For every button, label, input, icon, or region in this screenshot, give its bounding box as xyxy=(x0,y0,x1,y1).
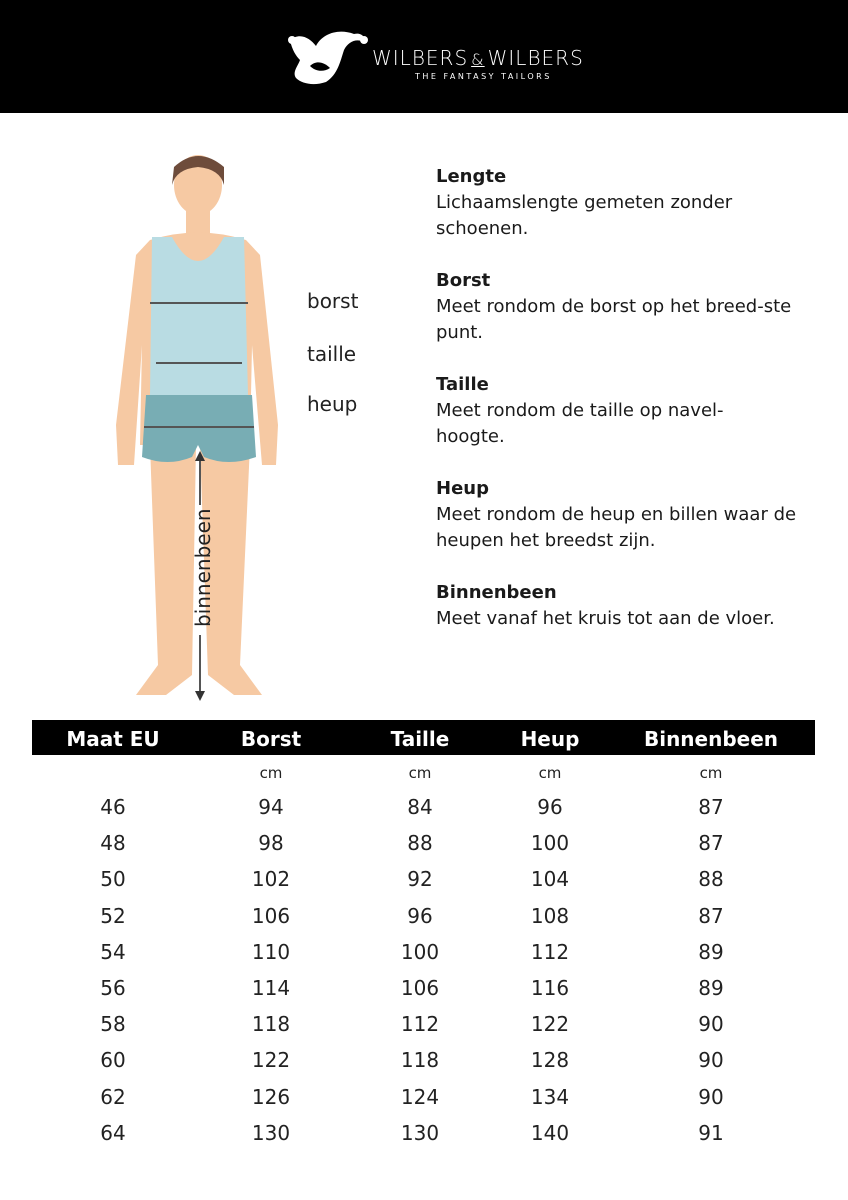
table-cell: 52 xyxy=(100,903,126,928)
brand-left: WILBERS xyxy=(372,46,469,70)
desc-text: Meet rondom de heup en billen waar de he… xyxy=(436,504,797,551)
table-cell: 140 xyxy=(530,1120,570,1145)
table-cell: 122 xyxy=(251,1048,291,1073)
table-cell: 48 xyxy=(100,831,126,856)
desc-text: Meet rondom de borst op het breed-ste pu… xyxy=(436,296,792,343)
table-cell: 58 xyxy=(100,1012,126,1037)
table-cell: 106 xyxy=(400,976,440,1000)
table-cell: 62 xyxy=(100,1084,126,1109)
table-cell: 87 xyxy=(698,831,724,856)
table-cell: 102 xyxy=(251,867,291,892)
table-cell: 118 xyxy=(400,1048,440,1073)
table-cell: 114 xyxy=(251,976,291,1000)
table-cell: 116 xyxy=(530,976,570,1000)
desc-lengte: Lengte Lichaamslengte gemeten zonder scho… xyxy=(436,164,826,242)
table-cell: 100 xyxy=(530,831,570,856)
table-cell: 96 xyxy=(537,795,563,819)
brand-tagline: THE FANTASY TAILORS xyxy=(415,72,552,81)
brand-name: WILBERS & WILBERS xyxy=(372,46,584,70)
table-cell: 50 xyxy=(100,867,126,892)
desc-heup: Heup Meet rondom de heup en billen waar d… xyxy=(436,476,826,554)
table-cell: 90 xyxy=(698,1048,724,1073)
table-cell: 126 xyxy=(251,1084,291,1109)
table-cell: 91 xyxy=(698,1120,724,1145)
desc-text: Meet vanaf het kruis tot aan de vloer. xyxy=(436,608,775,629)
table-cell: 128 xyxy=(530,1048,570,1073)
table-cell: 112 xyxy=(400,1012,440,1037)
table-cell: 89 xyxy=(698,939,724,964)
table-cell: 87 xyxy=(698,903,724,928)
table-cell: 106 xyxy=(251,903,291,928)
unit-label: cm xyxy=(699,764,723,782)
desc-text: Meet rondom de taille op navel-hoogte. xyxy=(436,400,724,447)
table-cell: 118 xyxy=(251,1012,291,1037)
desc-title: Borst xyxy=(436,270,491,291)
unit-label: cm xyxy=(408,764,432,782)
desc-binnenbeen: Binnenbeen Meet vanaf het kruis tot aan d… xyxy=(436,580,826,632)
table-cell: 96 xyxy=(407,903,433,928)
table-cell: 90 xyxy=(698,1084,724,1109)
body-measurement-figure xyxy=(116,155,278,701)
label-taille: taille xyxy=(307,342,357,366)
label-borst: borst xyxy=(307,289,359,313)
column-header: Borst xyxy=(240,727,302,751)
table-cell: 54 xyxy=(100,939,126,964)
table-cell: 88 xyxy=(407,831,433,856)
table-cell: 110 xyxy=(251,939,291,964)
table-cell: 130 xyxy=(400,1120,440,1145)
table-cell: 46 xyxy=(100,795,126,819)
table-cell: 92 xyxy=(407,867,433,892)
table-cell: 90 xyxy=(698,1012,724,1037)
brand-right: WILBERS xyxy=(487,46,584,70)
table-cell: 130 xyxy=(251,1120,291,1145)
label-binnenbeen: binnenbeen xyxy=(191,508,215,627)
table-cell: 108 xyxy=(530,903,570,928)
table-cell: 64 xyxy=(100,1120,126,1145)
label-heup: heup xyxy=(307,392,358,416)
brand-amp: & xyxy=(471,50,485,69)
table-cell: 94 xyxy=(258,795,284,819)
table-cell: 134 xyxy=(530,1084,570,1109)
table-cell: 89 xyxy=(698,976,724,1000)
desc-borst: Borst Meet rondom de borst op het breed-s… xyxy=(436,268,826,346)
table-cell: 112 xyxy=(530,939,570,964)
desc-title: Taille xyxy=(436,374,489,395)
column-header: Heup xyxy=(520,727,580,751)
desc-taille: Taille Meet rondom de taille op navel-hoo… xyxy=(436,372,826,450)
desc-title: Lengte xyxy=(436,166,507,187)
desc-title: Binnenbeen xyxy=(436,582,557,603)
table-cell: 100 xyxy=(400,939,440,964)
table-cell: 60 xyxy=(100,1048,126,1073)
table-cell: 104 xyxy=(530,867,570,892)
jester-hat-logo-icon xyxy=(288,31,368,85)
desc-text: Lichaamslengte gemeten zonder schoenen. xyxy=(436,192,733,239)
column-header: Taille xyxy=(390,727,450,751)
table-cell: 88 xyxy=(698,867,724,892)
table-cell: 56 xyxy=(100,976,126,1000)
unit-label: cm xyxy=(538,764,562,782)
desc-title: Heup xyxy=(436,478,489,499)
table-cell: 98 xyxy=(258,831,284,856)
column-header: Maat EU xyxy=(66,727,160,751)
table-cell: 122 xyxy=(530,1012,570,1037)
table-cell: 84 xyxy=(407,795,433,819)
unit-label: cm xyxy=(259,764,283,782)
table-cell: 87 xyxy=(698,795,724,819)
table-cell: 124 xyxy=(400,1084,440,1109)
column-header: Binnenbeen xyxy=(643,727,779,751)
header-bar: WILBERS & WILBERS THE FANTASY TAILORS xyxy=(0,0,848,113)
table-header-bar xyxy=(32,720,815,755)
